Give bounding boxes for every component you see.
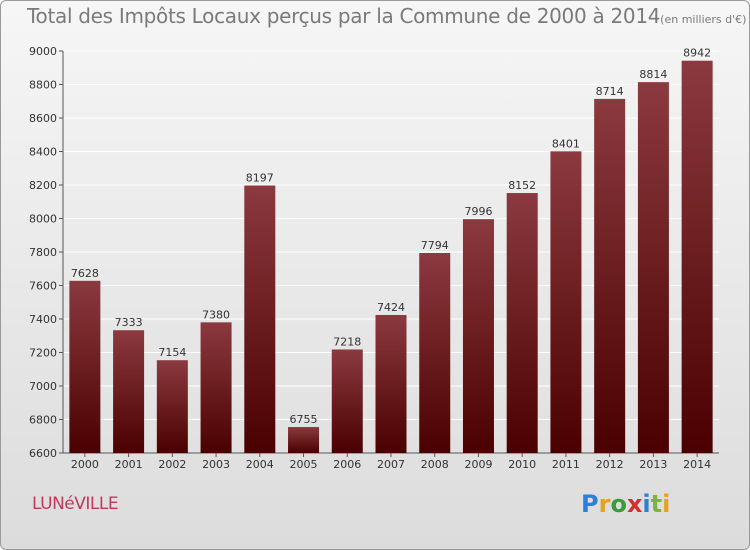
bar (637, 82, 669, 453)
y-tick-label: 7000 (29, 380, 57, 393)
y-tick-label: 7200 (29, 347, 57, 360)
commune-name: LUNéVILLE (32, 494, 119, 514)
proxiti-logo: Proxiti (581, 490, 670, 518)
y-tick-label: 6600 (29, 447, 57, 460)
bar-value-label: 7380 (202, 308, 230, 321)
bar-value-label: 8401 (552, 137, 580, 150)
x-tick-label: 2001 (115, 458, 143, 471)
bars (69, 60, 713, 454)
x-tick-label: 2003 (202, 458, 230, 471)
y-tick-label: 7800 (29, 246, 57, 259)
y-tick-label: 6800 (29, 414, 57, 427)
y-tick-label: 8200 (29, 179, 57, 192)
bar-value-label: 7218 (333, 335, 361, 348)
x-tick-label: 2007 (377, 458, 405, 471)
bar (681, 60, 713, 454)
chart-title-text: Total des Impôts Locaux perçus par la Co… (27, 4, 661, 28)
y-tick-label: 8800 (29, 79, 57, 92)
bar (506, 193, 538, 454)
x-tick-label: 2011 (552, 458, 580, 471)
x-tick-label: 2013 (639, 458, 667, 471)
x-tick-label: 2005 (290, 458, 318, 471)
bar (113, 330, 145, 453)
bar (462, 219, 494, 453)
bar (288, 427, 320, 453)
logo-letter: i (642, 490, 651, 518)
bar (331, 349, 363, 453)
bar (375, 314, 407, 453)
y-tick-label: 8000 (29, 213, 57, 226)
x-tick-label: 2002 (158, 458, 186, 471)
y-tick-label: 9000 (29, 45, 57, 58)
bar (550, 151, 582, 453)
logo-letter: x (626, 490, 643, 518)
bar (244, 185, 276, 453)
bar-value-label: 8814 (639, 68, 667, 81)
chart-title: Total des Impôts Locaux perçus par la Co… (27, 4, 746, 28)
bar (156, 360, 188, 453)
x-tick-label: 2014 (683, 458, 711, 471)
x-tick-label: 2009 (464, 458, 492, 471)
x-tick-label: 2008 (421, 458, 449, 471)
logo-letter: o (610, 490, 627, 518)
bar-value-label: 7996 (464, 205, 492, 218)
logo-letter: i (662, 490, 671, 518)
bar-value-label: 8197 (246, 172, 274, 185)
x-tick-label: 2004 (246, 458, 274, 471)
y-tick-label: 7600 (29, 280, 57, 293)
logo-letter: P (581, 490, 599, 518)
bar-value-label: 7154 (158, 346, 186, 359)
y-tick-label: 8400 (29, 146, 57, 159)
bar-value-label: 7628 (71, 267, 99, 280)
y-tick-label: 7400 (29, 313, 57, 326)
logo-letter: r (598, 490, 611, 518)
bar (69, 280, 101, 453)
labels: 6600 6800 7000 7200 7400 7600 7800 8000 8200 8400… (29, 45, 711, 471)
bar-value-label: 8152 (508, 179, 536, 192)
bar-value-label: 8714 (596, 85, 624, 98)
x-tick-label: 2000 (71, 458, 99, 471)
bar (419, 253, 451, 453)
bar (200, 322, 232, 453)
x-tick-label: 2010 (508, 458, 536, 471)
x-tick-label: 2012 (596, 458, 624, 471)
bar-value-label: 7424 (377, 301, 405, 314)
y-tick-label: 8600 (29, 112, 57, 125)
bar-value-label: 8942 (683, 47, 711, 60)
logo-letter: t (650, 490, 663, 518)
x-tick-label: 2006 (333, 458, 361, 471)
chart-unit: (en milliers d'€) (660, 13, 747, 26)
bar (594, 98, 626, 453)
bar-value-label: 6755 (290, 413, 318, 426)
bar-value-label: 7333 (115, 316, 143, 329)
bar-value-label: 7794 (421, 239, 449, 252)
